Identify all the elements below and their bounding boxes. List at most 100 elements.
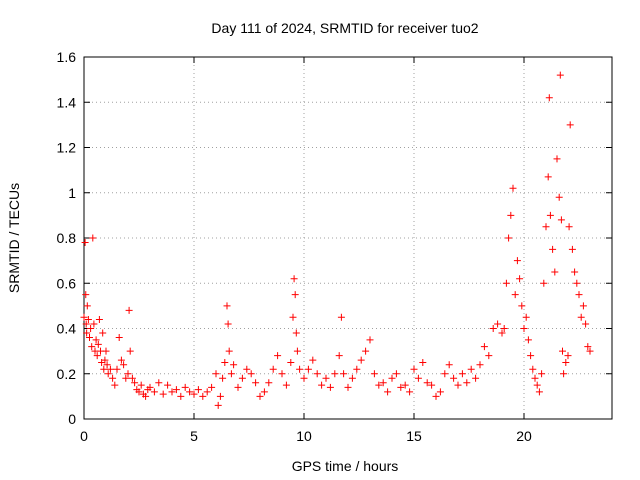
data-point: [102, 347, 110, 355]
data-point: [577, 313, 585, 321]
data-point: [230, 361, 238, 369]
data-point: [494, 320, 502, 328]
data-point: [388, 374, 396, 382]
data-point: [445, 361, 453, 369]
data-point: [289, 313, 297, 321]
data-point: [168, 388, 176, 396]
data-point: [214, 401, 222, 409]
data-point: [88, 343, 96, 351]
data-point: [533, 381, 541, 389]
x-tick-label: 20: [516, 428, 532, 444]
data-point: [221, 358, 229, 366]
x-tick-label: 10: [296, 428, 312, 444]
data-point: [89, 234, 97, 242]
data-point: [584, 343, 592, 351]
data-point: [337, 313, 345, 321]
data-point: [186, 388, 194, 396]
data-point: [392, 370, 400, 378]
data-point: [111, 381, 119, 389]
data-point: [304, 365, 312, 373]
data-point: [331, 370, 339, 378]
data-point: [565, 223, 573, 231]
grid-lines: [84, 57, 612, 419]
data-point: [507, 211, 515, 219]
data-point: [441, 370, 449, 378]
data-point: [458, 370, 466, 378]
data-point: [115, 334, 123, 342]
data-point: [227, 370, 235, 378]
data-point: [555, 193, 563, 201]
data-point: [546, 211, 554, 219]
data-point: [527, 352, 535, 360]
data-point: [502, 279, 510, 287]
data-point: [571, 268, 579, 276]
data-point: [335, 352, 343, 360]
data-point: [498, 329, 506, 337]
data-point: [423, 379, 431, 387]
data-point: [131, 379, 139, 387]
data-point: [225, 347, 233, 355]
data-point: [290, 275, 298, 283]
data-point: [489, 325, 497, 332]
data-point: [568, 245, 576, 253]
data-point: [309, 356, 317, 364]
data-point: [540, 279, 548, 287]
data-point: [553, 155, 561, 163]
data-point: [146, 383, 154, 391]
data-point: [384, 388, 392, 396]
data-point: [538, 370, 546, 378]
y-tick-label: 0.4: [57, 321, 77, 337]
data-point: [397, 383, 405, 391]
data-point: [117, 356, 125, 364]
data-point: [472, 374, 480, 382]
data-point: [159, 390, 167, 398]
data-point: [137, 381, 145, 389]
data-point: [340, 370, 348, 378]
data-point: [564, 352, 572, 360]
data-point: [513, 257, 521, 265]
data-point: [293, 347, 301, 355]
y-tick-label: 0: [68, 411, 76, 427]
data-point: [509, 184, 517, 192]
data-point: [82, 291, 90, 299]
data-point: [557, 216, 565, 224]
data-point: [579, 302, 587, 310]
data-point: [177, 392, 185, 400]
data-point: [292, 329, 300, 337]
data-point: [106, 365, 114, 373]
data-point: [83, 329, 91, 337]
data-point: [485, 352, 493, 360]
data-point: [82, 320, 90, 328]
data-point: [326, 383, 334, 391]
data-point: [463, 379, 471, 387]
data-point: [520, 325, 528, 332]
data-point: [90, 320, 98, 328]
data-point: [556, 71, 564, 79]
data-point: [142, 392, 150, 400]
data-point: [128, 374, 136, 382]
data-point: [243, 365, 251, 373]
data-point: [582, 320, 590, 328]
data-point: [150, 388, 158, 396]
data-point: [545, 94, 553, 102]
data-point: [113, 365, 121, 373]
data-points: [80, 71, 594, 409]
data-point: [287, 358, 295, 366]
data-point: [573, 279, 581, 287]
data-point: [122, 374, 130, 382]
data-point: [80, 313, 88, 321]
data-point: [224, 320, 232, 328]
data-point: [282, 381, 290, 389]
y-tick-label: 0.2: [57, 366, 77, 382]
data-point: [252, 379, 260, 387]
x-axis-label: GPS time / hours: [292, 458, 399, 474]
data-point: [124, 370, 132, 378]
data-point: [94, 340, 102, 348]
data-point: [265, 379, 273, 387]
data-point: [92, 336, 100, 344]
data-point: [362, 347, 370, 355]
y-tick-label: 1.4: [57, 94, 77, 110]
data-point: [353, 365, 361, 373]
data-point: [256, 392, 264, 400]
